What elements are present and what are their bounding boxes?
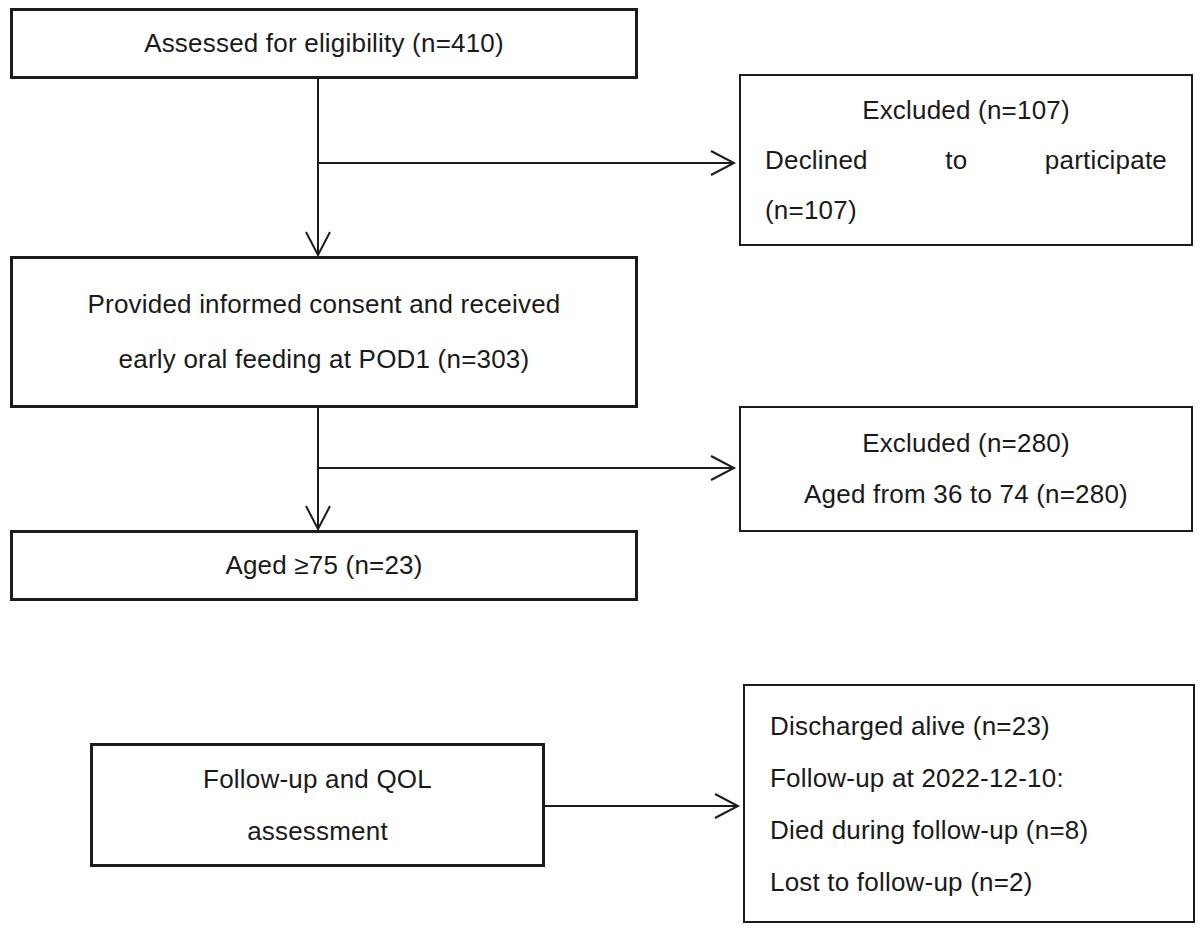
box-aged-75: Aged ≥75 (n=23) (10, 530, 638, 601)
box-followup-qol: Follow-up and QOL assessment (90, 743, 545, 867)
consent-line-1: Provided informed consent and received (13, 277, 635, 332)
arrowhead-right-3 (715, 794, 738, 818)
arrowhead-down-2 (306, 506, 330, 529)
excluded1-reason: Declined to participate (765, 135, 1167, 185)
followup-line-2: assessment (93, 805, 542, 857)
outcome-died: Died during follow-up (n=8) (770, 804, 1185, 856)
consent-line-2: early oral feeding at POD1 (n=303) (13, 332, 635, 387)
excluded1-title: Excluded (n=107) (765, 85, 1167, 135)
excluded2-reason: Aged from 36 to 74 (n=280) (753, 469, 1179, 520)
excluded2-title: Excluded (n=280) (753, 418, 1179, 469)
aged75-text: Aged ≥75 (n=23) (13, 540, 635, 591)
consort-flow-diagram: Assessed for eligibility (n=410) Exclude… (0, 0, 1200, 931)
outcome-discharged: Discharged alive (n=23) (770, 700, 1185, 752)
box-excluded-declined: Excluded (n=107) Declined to participate… (739, 74, 1193, 246)
assessed-text: Assessed for eligibility (n=410) (13, 18, 635, 69)
outcome-followup-date: Follow-up at 2022-12-10: (770, 752, 1185, 804)
box-assessed-eligibility: Assessed for eligibility (n=410) (10, 8, 638, 79)
outcome-lost: Lost to follow-up (n=2) (770, 856, 1185, 908)
box-followup-outcomes: Discharged alive (n=23) Follow-up at 202… (743, 684, 1195, 923)
followup-line-1: Follow-up and QOL (93, 753, 542, 805)
excluded1-count: (n=107) (765, 185, 1167, 235)
arrowhead-right-1 (711, 151, 734, 175)
arrowhead-down-1 (306, 232, 330, 255)
box-informed-consent: Provided informed consent and received e… (10, 256, 638, 408)
box-excluded-age: Excluded (n=280) Aged from 36 to 74 (n=2… (739, 406, 1193, 532)
arrowhead-right-2 (711, 456, 734, 480)
